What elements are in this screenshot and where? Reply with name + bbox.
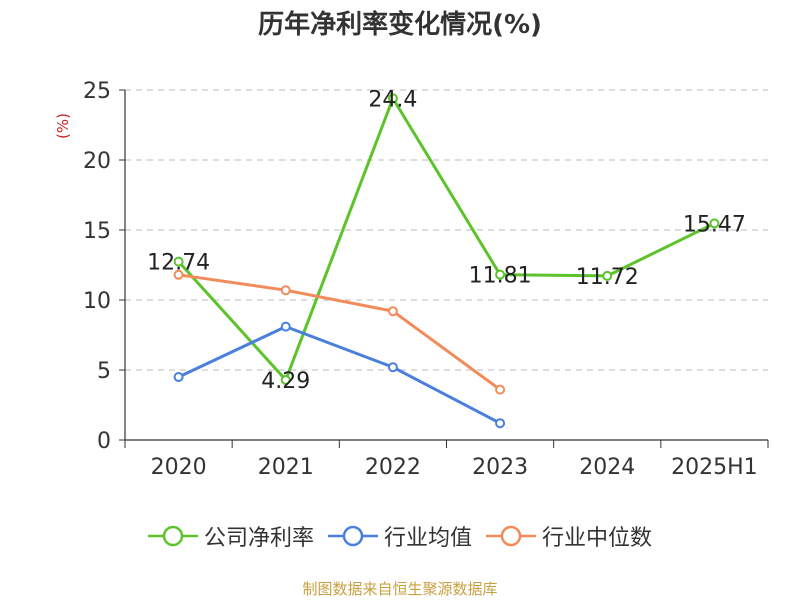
x-tick-label: 2023 <box>472 455 528 480</box>
y-tick-label: 25 <box>83 79 111 104</box>
data-point <box>173 269 184 280</box>
data-point <box>495 418 506 429</box>
source-note: 制图数据来自恒生聚源数据库 <box>302 580 498 598</box>
legend-label: 行业中位数 <box>542 526 653 551</box>
x-tick-label: 2024 <box>579 455 635 480</box>
y-tick-label: 0 <box>97 429 111 454</box>
data-point <box>173 372 184 382</box>
data-point <box>173 256 184 267</box>
data-labels: 12.74 4.29 24.4 11.81 11.72 15.47 <box>147 87 746 394</box>
data-point <box>387 306 398 317</box>
legend: 公司净利率 行业均值 行业中位数 <box>0 518 800 554</box>
legend-circle <box>162 525 184 547</box>
y-axis-label: (%) <box>54 113 72 139</box>
data-label: 11.72 <box>576 265 639 290</box>
series-lines <box>173 93 720 429</box>
data-point <box>387 93 398 104</box>
data-label: 24.4 <box>368 87 417 112</box>
x-tick-label: 2021 <box>258 455 314 480</box>
y-tick-label: 10 <box>83 289 111 314</box>
data-label: 4.29 <box>261 369 310 394</box>
data-label: 12.74 <box>147 251 210 276</box>
y-tick-label: 15 <box>83 219 111 244</box>
grid-lines <box>125 89 768 371</box>
data-point <box>602 270 613 281</box>
data-point <box>280 321 291 332</box>
legend-item[interactable]: 行业中位数 <box>486 520 652 552</box>
y-tick-label: 5 <box>97 359 111 384</box>
axes: 0 5 10 15 20 25 2020 2021 2022 2023 2024 2025H1 <box>83 79 769 480</box>
data-point <box>709 218 720 229</box>
chart-title: 历年净利率变化情况(%) <box>258 10 542 40</box>
legend-circle <box>500 525 522 547</box>
series-line <box>177 325 501 425</box>
data-point <box>495 269 506 280</box>
legend-label: 行业均值 <box>383 526 472 551</box>
x-tick-label: 2022 <box>365 455 421 480</box>
legend-circle <box>342 525 364 547</box>
data-point <box>280 285 291 296</box>
legend-marker-icon <box>327 525 378 547</box>
series-line <box>178 273 501 391</box>
series-line <box>177 96 716 382</box>
y-tick-label: 20 <box>83 149 111 174</box>
data-point <box>387 362 398 373</box>
legend-marker-icon <box>147 525 198 547</box>
legend-label: 公司净利率 <box>203 526 314 551</box>
x-tick-label: 2025H1 <box>671 455 758 480</box>
data-label: 11.81 <box>469 264 532 289</box>
legend-item[interactable]: 公司净利率 <box>147 520 314 552</box>
legend-item[interactable]: 行业均值 <box>327 520 472 552</box>
data-point <box>495 384 506 395</box>
data-label: 15.47 <box>683 212 746 237</box>
legend-marker-icon <box>486 525 536 547</box>
x-tick-label: 2020 <box>151 455 207 480</box>
data-point <box>280 374 291 385</box>
